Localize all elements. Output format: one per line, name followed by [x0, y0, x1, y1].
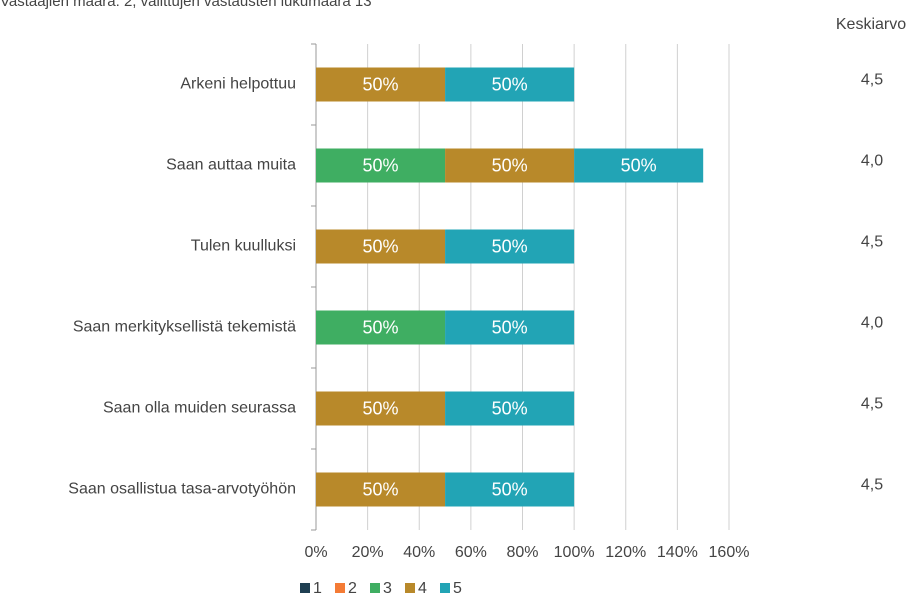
bar-segment: [445, 472, 575, 507]
y-tick-label: Saan merkityksellistä tekemistä: [73, 319, 296, 336]
bar-label: 50%: [363, 479, 399, 499]
legend-swatch: [405, 583, 415, 593]
side-column-value: 4,5: [861, 396, 883, 413]
bar-segment: [316, 67, 446, 102]
x-tick-label: 60%: [455, 544, 487, 561]
bar-segment: [316, 391, 446, 426]
side-column-value: 4,5: [861, 72, 883, 89]
bar-label: 50%: [492, 317, 528, 337]
side-column-value: 4,0: [861, 153, 883, 170]
bar-label: 50%: [363, 155, 399, 175]
bar-label: 50%: [492, 155, 528, 175]
bar-segment: [445, 229, 575, 264]
y-tick-label: Tulen kuulluksi: [191, 238, 296, 255]
legend-swatch: [370, 583, 380, 593]
y-tick-label: Saan osallistua tasa-arvotyöhön: [68, 481, 296, 498]
bar-segment: [445, 310, 575, 345]
bar-label: 50%: [492, 479, 528, 499]
bar-segment: [316, 472, 446, 507]
side-column-value: 4,5: [861, 477, 883, 494]
chart-title: Vastaajien määrä: 2, valittujen vastaust…: [0, 0, 372, 10]
bar-segment: [316, 148, 446, 183]
legend-label: 2: [348, 580, 357, 596]
legend-label: 4: [418, 580, 427, 596]
bar-segment: [316, 229, 446, 264]
bar-label: 50%: [492, 236, 528, 256]
y-tick-label: Saan auttaa muita: [166, 157, 296, 174]
bar-segment: [445, 67, 575, 102]
side-column-value: 4,0: [861, 315, 883, 332]
x-tick-label: 80%: [506, 544, 538, 561]
bar-segment: [316, 310, 446, 345]
bar-segment: [445, 391, 575, 426]
bar-segment: [574, 148, 704, 183]
legend-label: 5: [453, 580, 462, 596]
side-column-title: Keskiarvo: [836, 16, 906, 33]
x-tick-label: 140%: [657, 544, 698, 561]
bar-label: 50%: [363, 398, 399, 418]
legend-swatch: [300, 583, 310, 593]
side-column-value: 4,5: [861, 234, 883, 251]
bar-segment: [445, 148, 575, 183]
x-tick-label: 120%: [605, 544, 646, 561]
bar-label: 50%: [363, 74, 399, 94]
bar-label: 50%: [621, 155, 657, 175]
x-tick-label: 20%: [352, 544, 384, 561]
legend-label: 3: [383, 580, 392, 596]
legend-swatch: [335, 583, 345, 593]
bar-label: 50%: [492, 398, 528, 418]
bar-label: 50%: [492, 74, 528, 94]
x-tick-label: 160%: [709, 544, 750, 561]
x-tick-label: 0%: [304, 544, 327, 561]
x-tick-label: 40%: [403, 544, 435, 561]
y-tick-label: Saan olla muiden seurassa: [103, 400, 296, 417]
bar-label: 50%: [363, 317, 399, 337]
legend-swatch: [440, 583, 450, 593]
x-tick-label: 100%: [554, 544, 595, 561]
legend-label: 1: [313, 580, 322, 596]
bar-label: 50%: [363, 236, 399, 256]
y-tick-label: Arkeni helpottuu: [180, 76, 296, 93]
